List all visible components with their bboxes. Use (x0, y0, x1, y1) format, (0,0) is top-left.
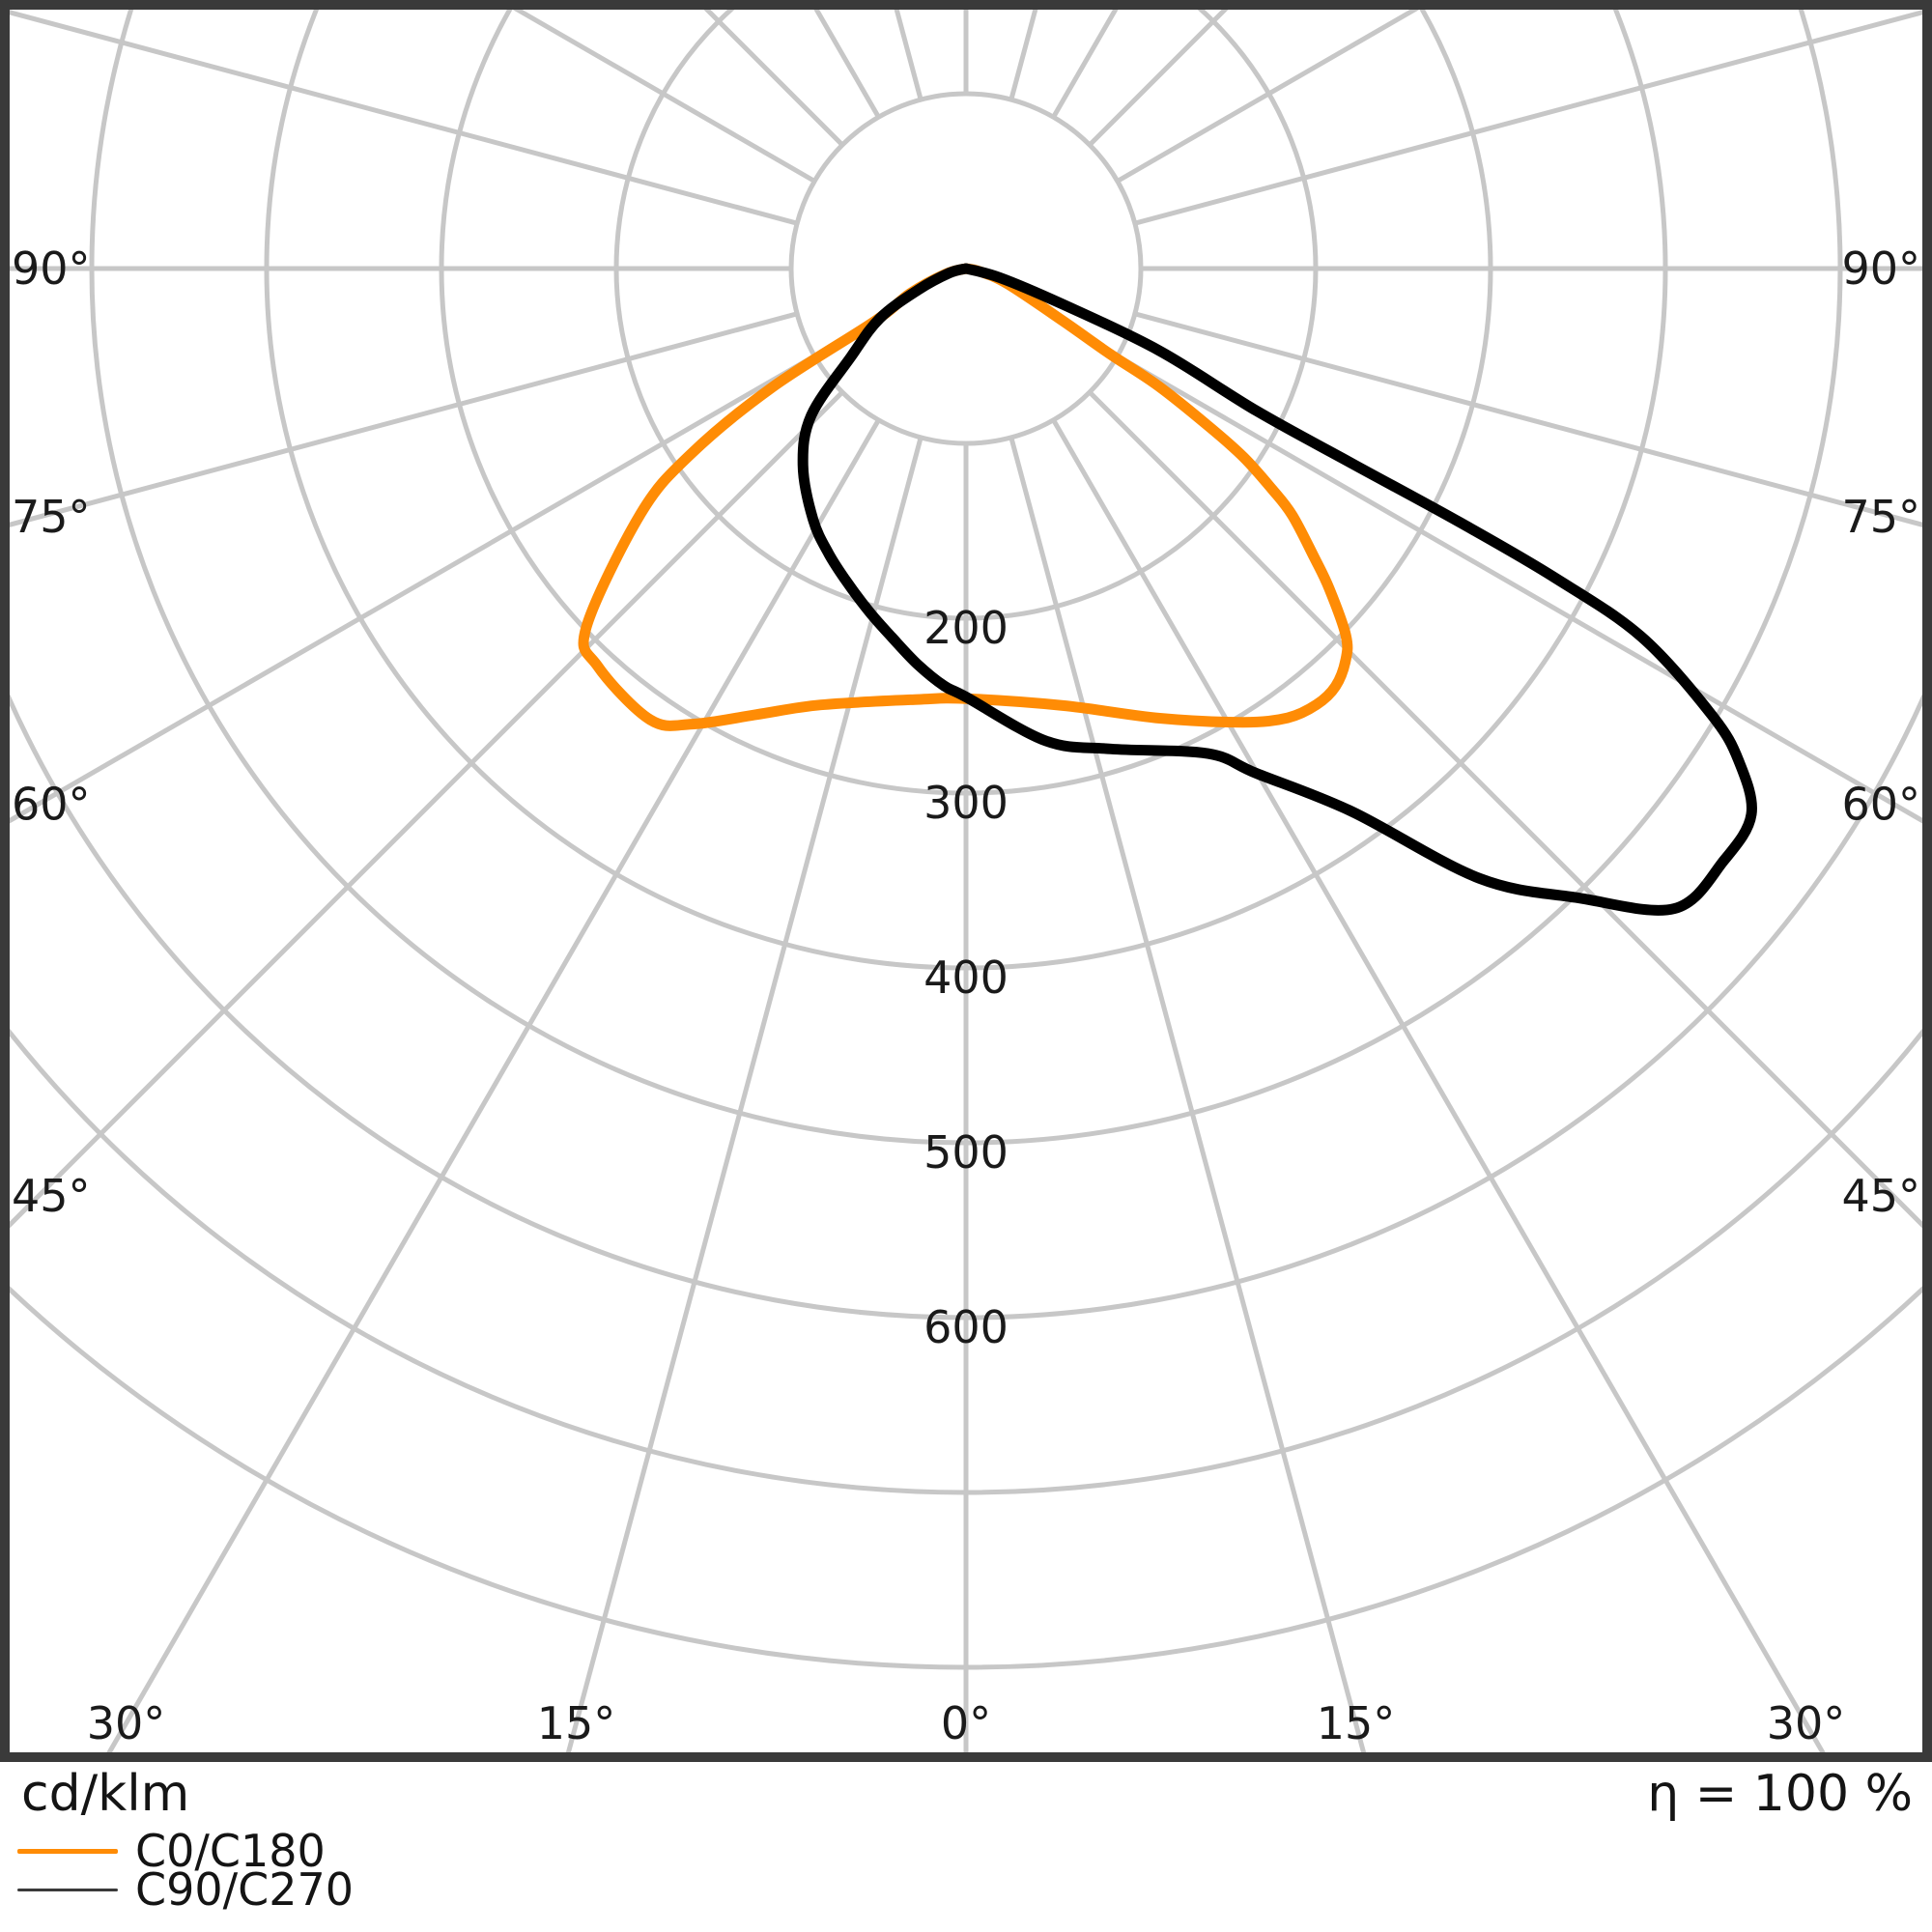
radial-label: 600 (923, 1301, 1009, 1353)
angle-label: 45° (1841, 1170, 1920, 1222)
angle-label: 60° (12, 778, 91, 830)
legend-item-label: C0/C180 (135, 1825, 326, 1877)
angle-label: 0° (941, 1697, 991, 1749)
legend-line-swatch-c90-c270 (17, 1888, 118, 1891)
radial-label: 400 (923, 952, 1009, 1004)
radial-label: 300 (923, 777, 1009, 829)
curve-c0-c180 (578, 263, 1353, 731)
grid-spoke (565, 437, 923, 1752)
legend: C0/C180 C90/C270 (17, 1825, 355, 1916)
angle-label: 15° (537, 1697, 616, 1749)
radial-label: 500 (923, 1126, 1009, 1179)
grid-spoke (1116, 10, 1420, 184)
grid-spoke (10, 390, 844, 1229)
curve-c90-c270 (797, 263, 1757, 916)
grid-spoke (1051, 418, 1826, 1752)
grid-spoke (894, 10, 923, 100)
grid-spoke (1134, 311, 1922, 527)
angle-label: 75° (12, 491, 91, 543)
efficiency-label: η = 100 % (1647, 1765, 1913, 1823)
grid-spoke (1009, 10, 1038, 100)
angle-label: 90° (1841, 242, 1920, 295)
legend-item-c90-c270: C90/C270 (17, 1863, 355, 1916)
angle-label: 30° (87, 1697, 166, 1749)
angle-label: 60° (1841, 778, 1920, 830)
angle-label: 45° (12, 1170, 91, 1222)
grid-spoke (1134, 10, 1922, 226)
angle-label: 90° (12, 242, 91, 295)
radial-label: 200 (923, 602, 1009, 654)
legend-item-c0-c180: C0/C180 (17, 1825, 354, 1877)
grid-spoke (1051, 10, 1119, 119)
angle-label: 30° (1767, 1697, 1846, 1749)
plot-frame (0, 0, 1932, 1762)
grid-spoke (106, 418, 881, 1752)
unit-label: cd/klm (21, 1765, 190, 1823)
grid-spoke (1116, 354, 1922, 824)
legend-item-label: C90/C270 (135, 1863, 355, 1916)
angle-label: 75° (1841, 491, 1920, 543)
grid-spoke (10, 311, 798, 527)
grid-spoke (512, 10, 816, 184)
grid-spoke (1009, 437, 1367, 1752)
grid-spoke (1088, 390, 1922, 1229)
grid-spoke (10, 354, 816, 824)
angle-label: 15° (1317, 1697, 1396, 1749)
grid-spoke (813, 10, 881, 119)
legend-line-swatch-c0-c180 (17, 1848, 118, 1854)
grid-spoke (10, 10, 798, 226)
